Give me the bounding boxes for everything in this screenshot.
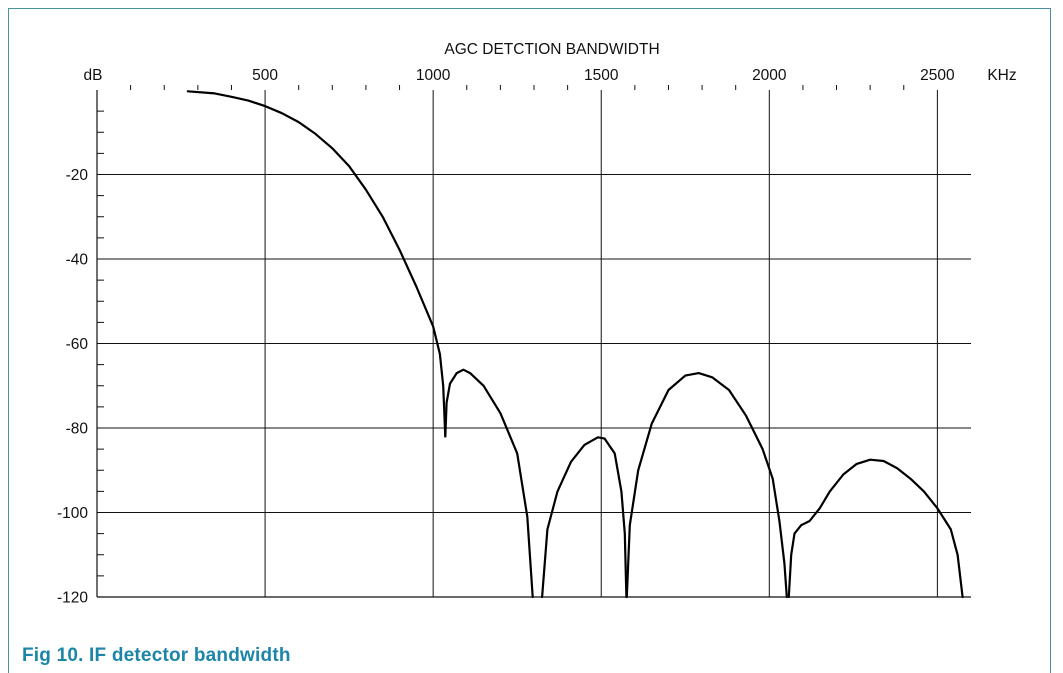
grid — [96, 90, 971, 598]
y-tick-label: -60 — [66, 336, 89, 353]
x-tick-label: 500 — [252, 67, 278, 84]
ticks — [97, 85, 905, 577]
x-tick-label: 1000 — [416, 67, 451, 84]
y-tick-label: -80 — [66, 421, 89, 438]
x-tick-label: 2000 — [752, 67, 787, 84]
curve-segment — [625, 372, 788, 599]
curve-segment — [787, 458, 964, 599]
y-tick-label: -100 — [57, 505, 88, 522]
y-axis-label: dB — [84, 67, 103, 84]
bandwidth-chart: AGC DETCTION BANDWIDTH dB KHz 500 1000 150… — [57, 41, 1017, 607]
y-tick-label: -120 — [57, 590, 88, 607]
x-tick-label: 2500 — [920, 67, 955, 84]
curve-segment — [186, 90, 447, 438]
y-tick-label: -20 — [66, 167, 89, 184]
figure-caption: Fig 10. IF detector bandwidth — [22, 645, 291, 666]
tick-labels: 500 1000 1500 2000 2500 -20 -40 -60 -80 -100 -120 — [57, 67, 955, 607]
curve-segment — [541, 436, 628, 599]
y-tick-label: -40 — [66, 252, 89, 269]
curve-segment — [444, 368, 534, 599]
x-tick-label: 1500 — [584, 67, 619, 84]
response-curve — [186, 90, 964, 599]
figure-frame — [8, 8, 1051, 673]
chart-title: AGC DETCTION BANDWIDTH — [444, 41, 659, 58]
x-axis-unit: KHz — [987, 67, 1016, 84]
